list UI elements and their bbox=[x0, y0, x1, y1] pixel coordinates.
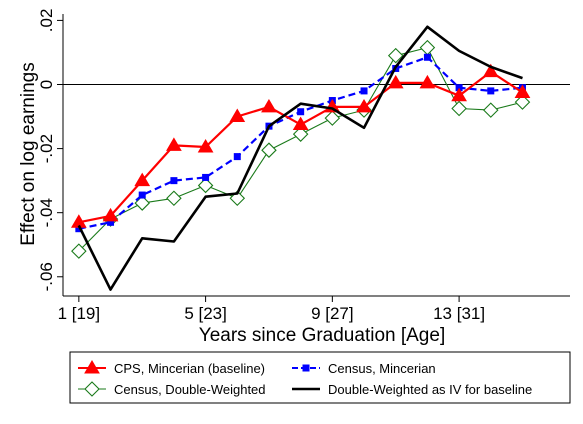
legend-triangle-marker bbox=[84, 360, 100, 374]
data-point-square-marker bbox=[107, 218, 115, 226]
data-point-triangle-marker bbox=[134, 172, 151, 187]
data-point-square-marker bbox=[233, 153, 241, 161]
data-point-triangle-marker bbox=[292, 116, 309, 131]
data-point-triangle-marker bbox=[261, 98, 277, 113]
data-point-diamond-marker bbox=[451, 100, 467, 117]
legend-label: Double-Weighted as IV for baseline bbox=[328, 382, 532, 397]
data-point-triangle-marker bbox=[482, 63, 499, 78]
legend-square-marker bbox=[302, 364, 310, 372]
data-point-triangle-marker bbox=[102, 207, 119, 222]
data-point-square-marker bbox=[202, 173, 210, 181]
data-point-square-marker bbox=[487, 87, 495, 95]
legend-label: CPS, Mincerian (baseline) bbox=[114, 361, 265, 376]
data-point-square-marker bbox=[423, 53, 431, 61]
data-point-triangle-marker bbox=[166, 137, 182, 151]
data-point-diamond-marker bbox=[292, 126, 309, 142]
data-point-diamond-marker bbox=[324, 110, 341, 126]
legend: CPS, Mincerian (baseline) Census, Minceri… bbox=[69, 351, 571, 404]
x-tick-label: 1 [19] bbox=[58, 304, 101, 323]
data-point-triangle-marker bbox=[356, 98, 372, 113]
x-tick-label: 5 [23] bbox=[184, 304, 227, 323]
data-point-triangle-marker bbox=[387, 74, 404, 89]
series-0 bbox=[70, 63, 531, 228]
y-tick-label: -.02 bbox=[37, 134, 56, 163]
data-point-square-marker bbox=[170, 177, 178, 185]
legend-item: Census, Double-Weighted bbox=[78, 381, 266, 397]
data-point-square-marker bbox=[297, 108, 305, 116]
data-point-diamond-marker bbox=[134, 195, 150, 211]
data-point-square-marker bbox=[75, 225, 83, 233]
data-point-triangle-marker bbox=[514, 84, 531, 99]
data-point-triangle-marker bbox=[229, 108, 246, 123]
data-point-square-marker bbox=[360, 87, 368, 95]
x-tick-label: 9 [27] bbox=[311, 304, 354, 323]
data-point-triangle-marker bbox=[419, 74, 436, 89]
legend-box bbox=[69, 351, 571, 404]
legend-label: Census, Double-Weighted bbox=[114, 382, 266, 397]
series-line bbox=[77, 25, 523, 291]
data-point-diamond-marker bbox=[71, 243, 87, 259]
y-tick-label: -.06 bbox=[37, 262, 56, 291]
data-point-diamond-marker bbox=[514, 94, 531, 110]
data-point-square-marker bbox=[455, 84, 463, 92]
data-point-square-marker bbox=[138, 191, 146, 199]
y-tick-label: -.04 bbox=[37, 198, 56, 227]
data-point-triangle-marker bbox=[197, 138, 214, 153]
x-tick-label: 13 [31] bbox=[433, 304, 485, 323]
legend-diamond-marker bbox=[84, 381, 100, 397]
data-point-diamond-marker bbox=[387, 47, 404, 64]
data-point-diamond-marker bbox=[261, 142, 277, 158]
data-point-diamond-marker bbox=[166, 190, 182, 207]
legend-item: Double-Weighted as IV for baseline bbox=[292, 382, 532, 397]
y-tick-label: .02 bbox=[37, 9, 56, 33]
data-point-diamond-marker bbox=[483, 102, 499, 118]
legend-label: Census, Mincerian bbox=[328, 361, 436, 376]
data-point-triangle-marker bbox=[451, 87, 467, 102]
legend-item: Census, Mincerian bbox=[292, 361, 436, 376]
x-axis-title: Years since Graduation [Age] bbox=[199, 325, 445, 346]
legend-item: CPS, Mincerian (baseline) bbox=[78, 360, 265, 376]
data-point-diamond-marker bbox=[197, 177, 214, 194]
y-tick-label: 0 bbox=[37, 80, 56, 89]
series-3 bbox=[77, 25, 523, 291]
y-axis-title: Effect on log earnings bbox=[18, 62, 39, 245]
